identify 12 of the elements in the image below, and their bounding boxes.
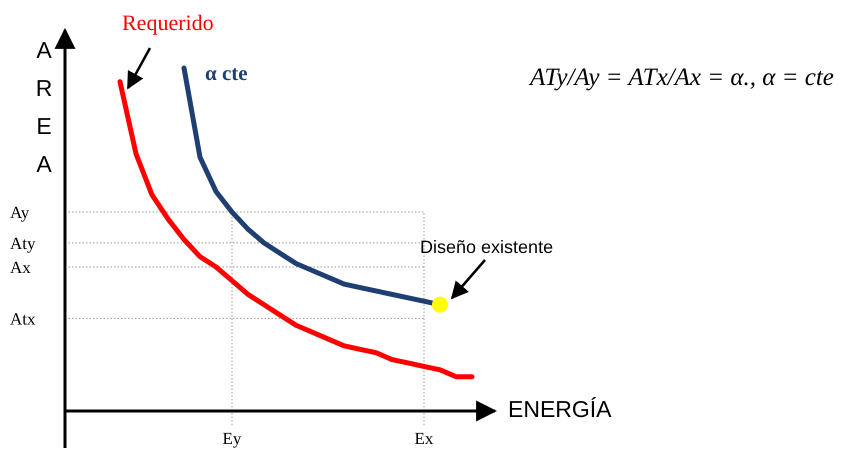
- ref-line-label: Ax: [10, 258, 32, 277]
- text: ATy/Ay = ATx/Ax = α., α = cte: [528, 64, 834, 91]
- x-tick-label: Ey: [222, 429, 242, 448]
- x-tick-label: Ex: [414, 429, 434, 448]
- ref-line-label: Atx: [10, 309, 36, 328]
- series-label: α cte: [205, 61, 248, 85]
- text: Requerido: [122, 10, 214, 35]
- text: Diseño existente: [420, 237, 554, 257]
- y-axis-title: AREA: [36, 37, 52, 177]
- ref-line-label: Ay: [10, 203, 30, 222]
- x-axis-title: ENERGÍA: [508, 396, 612, 422]
- ref-line-label: Aty: [10, 234, 36, 253]
